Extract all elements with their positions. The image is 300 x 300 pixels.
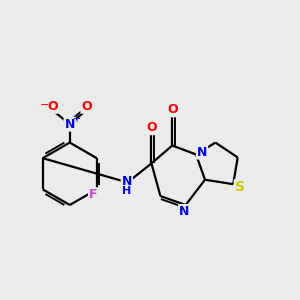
Text: O: O: [167, 103, 178, 116]
Text: N: N: [64, 118, 75, 130]
Text: O: O: [47, 100, 58, 113]
Text: +: +: [72, 114, 80, 124]
Text: N: N: [122, 175, 132, 188]
Text: F: F: [89, 188, 98, 201]
Text: −: −: [40, 100, 50, 110]
Text: S: S: [235, 180, 245, 194]
Text: O: O: [81, 100, 92, 113]
Text: N: N: [197, 146, 207, 159]
Text: O: O: [146, 121, 157, 134]
Text: N: N: [179, 205, 189, 218]
Text: H: H: [122, 186, 131, 196]
